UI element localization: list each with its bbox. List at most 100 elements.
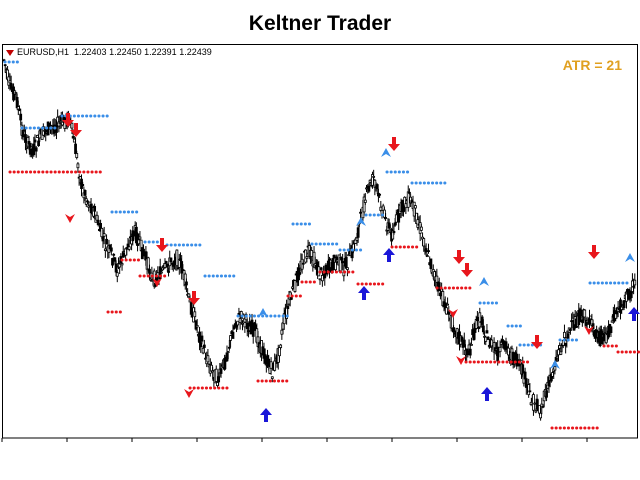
candle-body bbox=[466, 350, 470, 356]
candle-body bbox=[347, 254, 351, 257]
candle bbox=[195, 319, 199, 334]
candle bbox=[485, 323, 489, 334]
candle bbox=[293, 279, 297, 293]
candle-body bbox=[341, 261, 345, 264]
candle-body bbox=[485, 330, 489, 334]
candle-body bbox=[310, 250, 314, 257]
open-price: 1.22403 bbox=[74, 47, 107, 57]
candle bbox=[422, 237, 426, 252]
chevron-down-icon bbox=[448, 309, 458, 318]
candle bbox=[363, 193, 367, 205]
candle-body bbox=[392, 230, 396, 234]
candle-body bbox=[103, 248, 107, 251]
candle-body bbox=[462, 339, 466, 348]
candle-body bbox=[37, 140, 40, 147]
candle bbox=[319, 266, 323, 272]
candle bbox=[413, 205, 417, 215]
candle-body bbox=[437, 282, 441, 292]
candle-body bbox=[293, 280, 297, 292]
candle bbox=[359, 208, 362, 219]
candle-body bbox=[529, 402, 533, 405]
candle-body bbox=[83, 190, 87, 196]
candle-body bbox=[175, 249, 179, 267]
candle bbox=[175, 249, 179, 271]
candle bbox=[113, 256, 117, 265]
candle-body bbox=[394, 214, 398, 223]
candle-body bbox=[481, 325, 485, 333]
candle-body bbox=[470, 343, 473, 346]
candle bbox=[148, 264, 151, 280]
candle bbox=[239, 310, 243, 325]
candle bbox=[392, 224, 396, 235]
candle-body bbox=[372, 175, 376, 178]
candle-body bbox=[169, 257, 173, 263]
candle-body bbox=[633, 279, 637, 286]
candle bbox=[367, 182, 371, 194]
candle-body bbox=[270, 376, 274, 379]
candle-body bbox=[167, 270, 170, 273]
candle-body bbox=[553, 366, 557, 371]
chevron-down-icon bbox=[65, 214, 75, 223]
chevron-down-icon bbox=[584, 326, 594, 335]
candle-body bbox=[14, 92, 18, 95]
close-price: 1.22439 bbox=[179, 47, 212, 57]
candle-body bbox=[138, 236, 142, 240]
candle-body bbox=[486, 336, 490, 340]
candle bbox=[214, 365, 218, 384]
candle-body bbox=[524, 378, 528, 388]
candle-body bbox=[114, 263, 118, 273]
candle-body bbox=[229, 335, 232, 341]
candle-body bbox=[86, 200, 89, 203]
candle bbox=[583, 308, 587, 321]
candle-body bbox=[545, 390, 548, 398]
candle-body bbox=[211, 370, 215, 373]
candle bbox=[86, 199, 89, 205]
candle-body bbox=[346, 267, 349, 270]
candle bbox=[115, 269, 119, 283]
candle bbox=[504, 337, 508, 355]
candle bbox=[609, 325, 613, 337]
candle bbox=[93, 203, 97, 220]
down-arrow-icon bbox=[70, 123, 82, 137]
candle bbox=[111, 257, 114, 268]
candle-body bbox=[24, 134, 27, 143]
chevron-up-icon bbox=[258, 308, 268, 317]
candle-body bbox=[427, 250, 430, 253]
candle-body bbox=[200, 335, 204, 342]
candle-body bbox=[563, 331, 566, 338]
candle-body bbox=[318, 278, 322, 281]
chart-menu-triangle-icon[interactable] bbox=[6, 49, 14, 56]
candle-body bbox=[622, 300, 626, 308]
candle-body bbox=[363, 199, 367, 203]
candle-body bbox=[120, 263, 124, 266]
candle-body bbox=[227, 346, 231, 349]
candle-body bbox=[583, 309, 587, 318]
down-arrow-icon bbox=[156, 238, 168, 252]
candle-body bbox=[219, 368, 223, 374]
candle-body bbox=[476, 316, 479, 322]
candle bbox=[105, 234, 108, 245]
chart-window[interactable] bbox=[2, 44, 638, 438]
up-arrow-icon bbox=[628, 307, 640, 321]
candle bbox=[96, 215, 100, 227]
candle bbox=[425, 253, 429, 258]
low-price: 1.22391 bbox=[144, 47, 177, 57]
candle-body bbox=[115, 272, 119, 277]
candle-body bbox=[247, 330, 250, 333]
candle bbox=[273, 353, 277, 372]
candle bbox=[127, 239, 131, 252]
candle bbox=[167, 267, 170, 277]
candle bbox=[112, 253, 116, 258]
candle bbox=[429, 258, 433, 273]
candle-body bbox=[33, 139, 37, 143]
candle-body bbox=[146, 257, 150, 270]
candle-body bbox=[93, 206, 97, 212]
candle-body bbox=[301, 262, 305, 265]
candle-body bbox=[198, 331, 201, 343]
chevron-down-icon bbox=[184, 389, 194, 398]
candle-body bbox=[127, 246, 131, 250]
candle-body bbox=[76, 163, 80, 169]
candle-body bbox=[236, 320, 240, 326]
candle bbox=[227, 339, 231, 351]
